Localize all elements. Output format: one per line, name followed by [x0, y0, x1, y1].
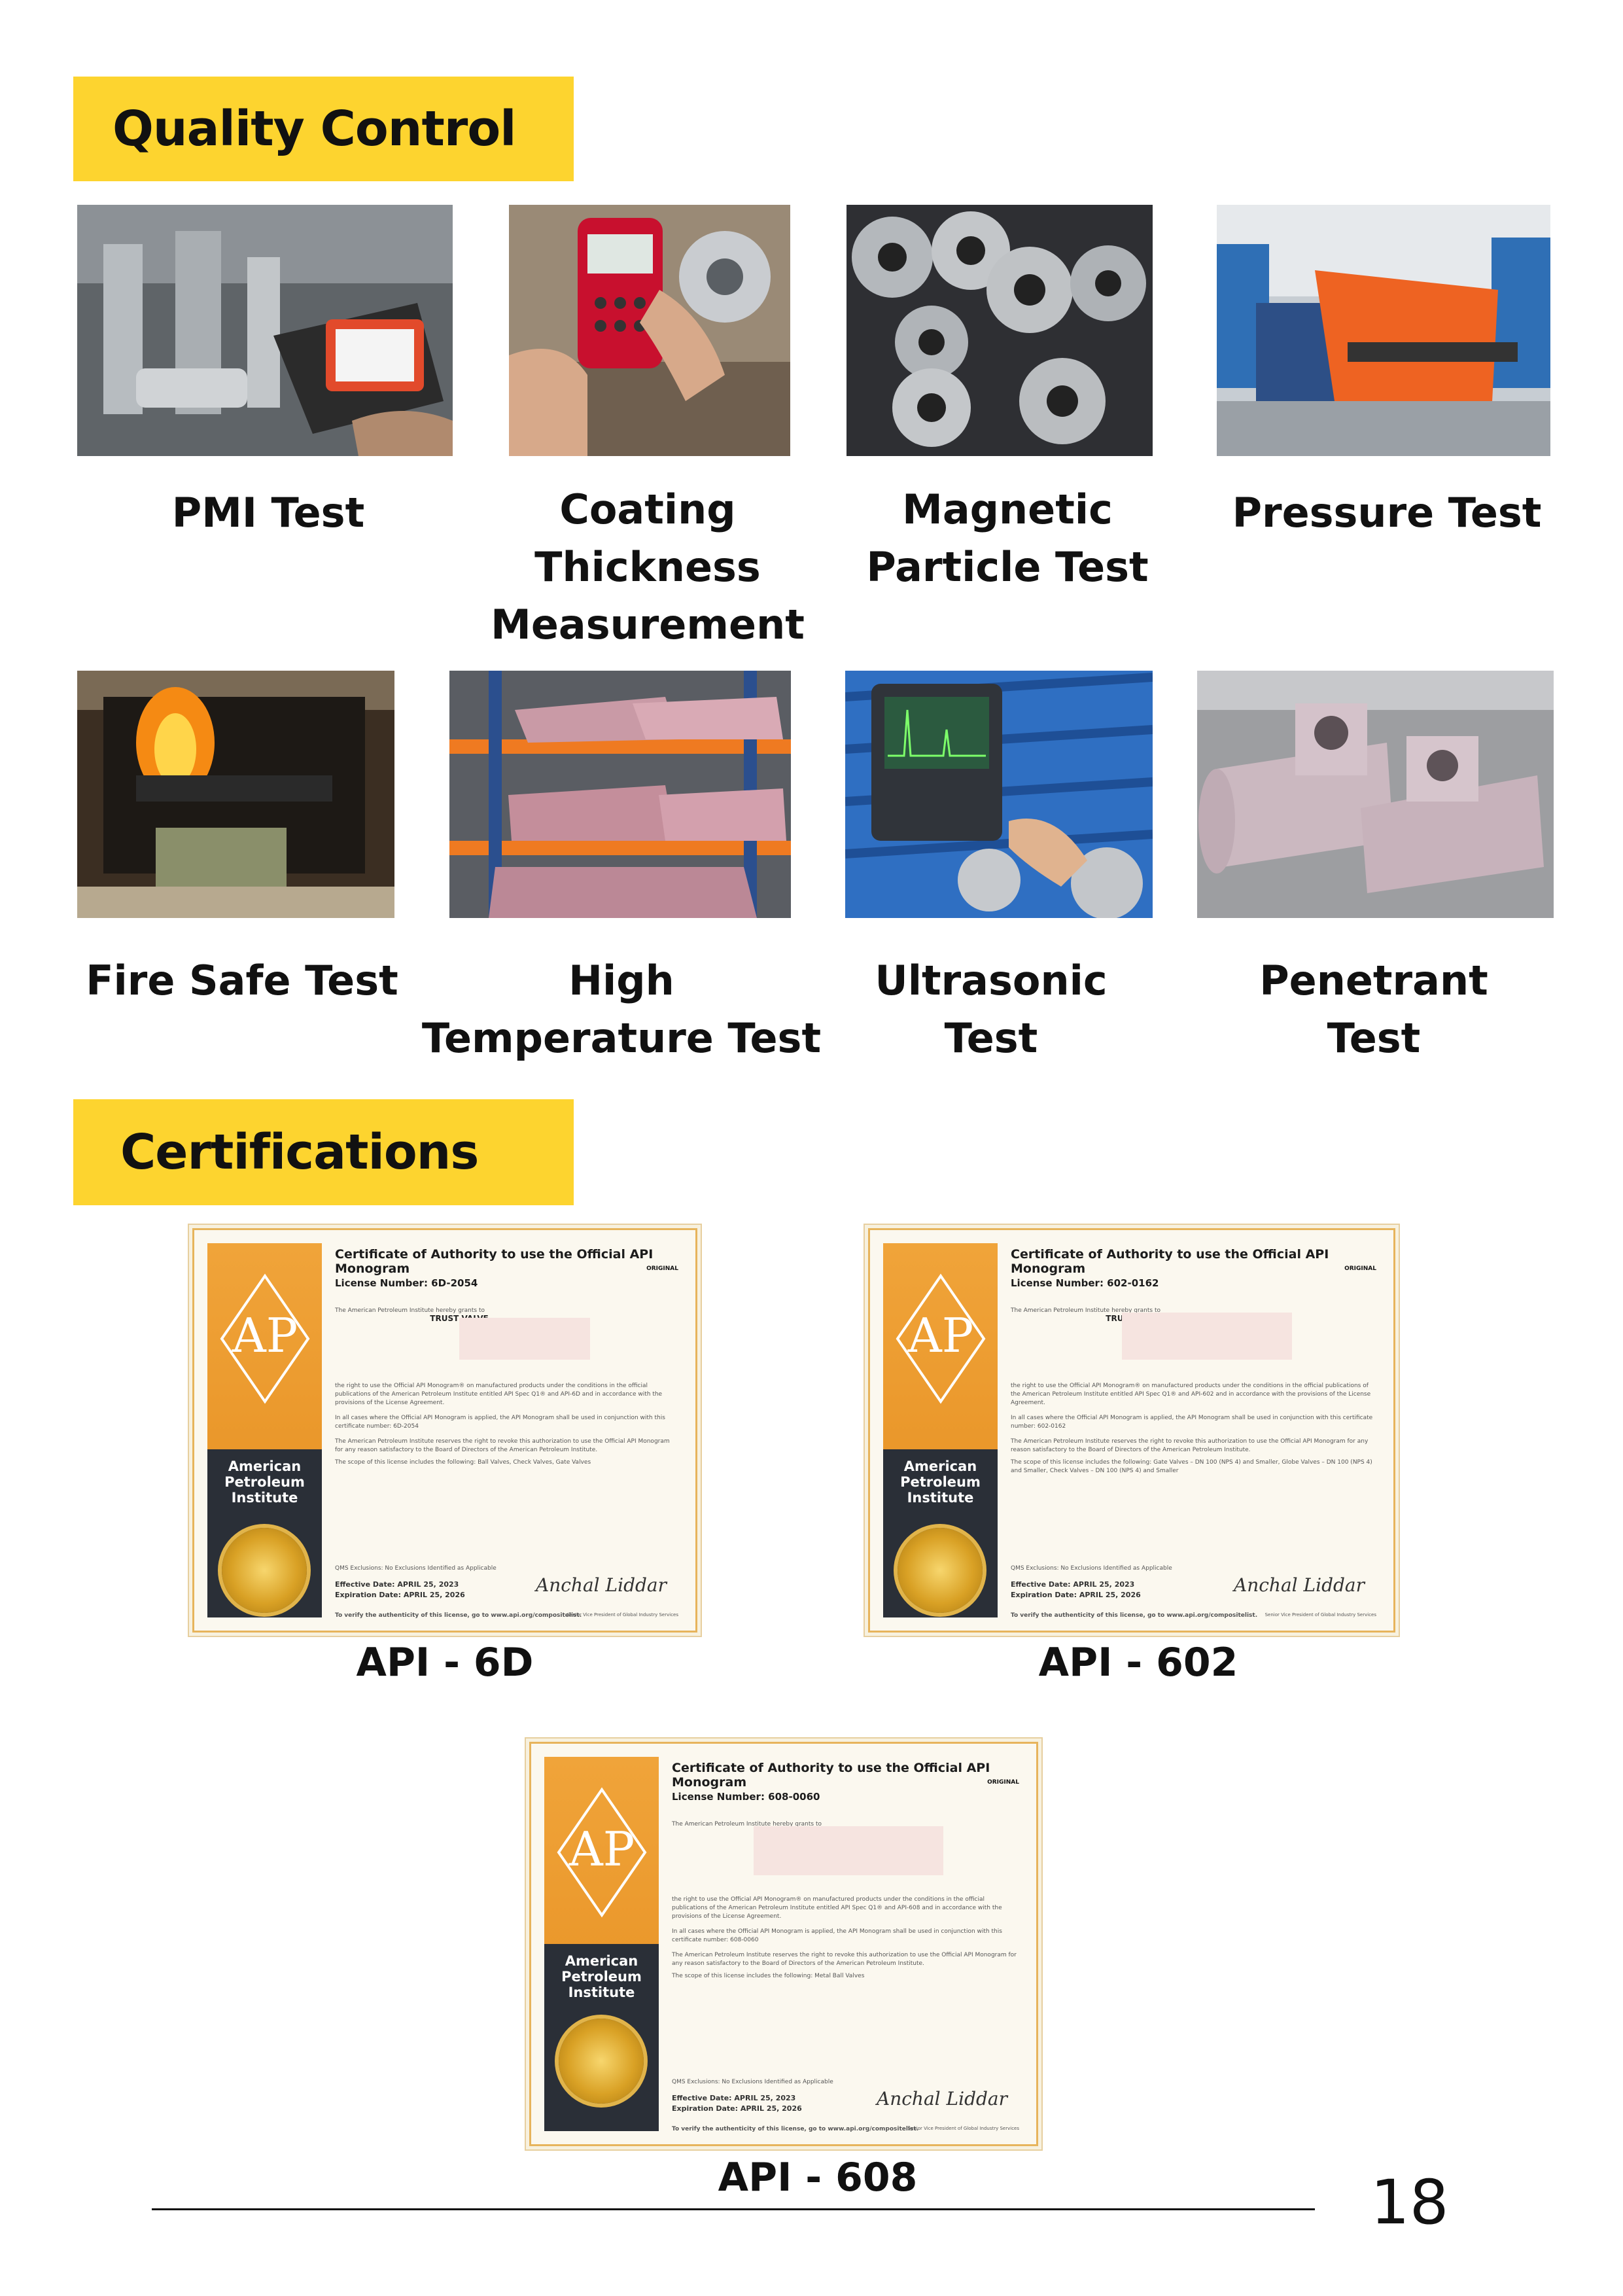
expiration-date: Expiration Date: APRIL 25, 2026	[335, 1590, 465, 1600]
certificate-label-api-6d: API - 6D	[314, 1640, 576, 1686]
caption-high-temperature: High Temperature Test	[419, 952, 824, 1067]
certificate-label-api-608: API - 608	[680, 2155, 955, 2200]
caption-pmi-test: PMI Test	[118, 484, 419, 542]
certificate-api-608: AP American Petroleum Institute Certific…	[531, 1744, 1036, 2144]
caption-coating-thickness: Coating Thickness Measurement	[484, 481, 811, 654]
api-side-band: AP American Petroleum Institute	[544, 1757, 659, 2131]
section-banner-certifications: Certifications	[73, 1099, 574, 1205]
body-text-2: In all cases where the Official API Mono…	[335, 1414, 678, 1431]
api-org-name: American Petroleum Institute	[883, 1458, 998, 1506]
certificate-content: Certificate of Authority to use the Offi…	[672, 1761, 1019, 2131]
pmi-test-photo	[77, 205, 453, 456]
fire-safe-photo	[77, 671, 394, 918]
footer-rule	[152, 2208, 1315, 2210]
license-label: License Number:	[1011, 1277, 1104, 1289]
body-text-1: the right to use the Official API Monogr…	[672, 1896, 1019, 1921]
signer-title: Senior Vice President of Global Industry…	[1265, 1612, 1376, 1617]
body-text-1: the right to use the Official API Monogr…	[335, 1382, 678, 1407]
gold-seal-icon	[559, 2019, 644, 2104]
license-number: 6D-2054	[431, 1277, 478, 1289]
caption-ultrasonic: Ultrasonic Test	[844, 952, 1138, 1067]
high-temperature-photo	[449, 671, 791, 918]
qms-text: QMS Exclusions: No Exclusions Identified…	[672, 2079, 833, 2085]
license-label: License Number:	[335, 1277, 428, 1289]
signature: Anchal Liddar	[1234, 1574, 1365, 1596]
section-title: Certifications	[120, 1124, 478, 1180]
certificate-content: Certificate of Authority to use the Offi…	[1011, 1247, 1376, 1617]
expiration-date: Expiration Date: APRIL 25, 2026	[672, 2104, 802, 2114]
signature: Anchal Liddar	[877, 2088, 1007, 2110]
api-org-name: American Petroleum Institute	[207, 1458, 322, 1506]
effective-date: Effective Date: APRIL 25, 2023	[672, 2093, 795, 2104]
body-text-3: The American Petroleum Institute reserve…	[672, 1951, 1019, 1968]
signer-title: Senior Vice President of Global Industry…	[567, 1612, 678, 1617]
verify-text: To verify the authenticity of this licen…	[335, 1612, 582, 1619]
api-side-band: AP American Petroleum Institute	[207, 1243, 322, 1617]
caption-fire-safe: Fire Safe Test	[79, 952, 406, 1010]
certificate-label-api-602: API - 602	[1001, 1640, 1276, 1686]
scope-text: The scope of this license includes the f…	[335, 1458, 678, 1467]
expiration-date: Expiration Date: APRIL 25, 2026	[1011, 1590, 1141, 1600]
effective-date: Effective Date: APRIL 25, 2023	[335, 1580, 459, 1590]
scope-text: The scope of this license includes the f…	[672, 1972, 1019, 1981]
section-title: Quality Control	[113, 101, 516, 157]
pressure-test-photo	[1217, 205, 1550, 456]
certificate-status: ORIGINAL	[1344, 1265, 1376, 1272]
svg-text:AP: AP	[232, 1308, 298, 1363]
magnetic-particle-photo	[846, 205, 1153, 456]
penetrant-test-photo	[1197, 671, 1554, 918]
api-logo-icon: AP	[556, 1787, 648, 1918]
redacted-block	[1122, 1313, 1292, 1360]
redacted-block	[754, 1826, 943, 1875]
license-line: License Number: 602-0162	[1011, 1277, 1376, 1289]
api-logo-icon: AP	[219, 1273, 311, 1404]
qms-text: QMS Exclusions: No Exclusions Identified…	[1011, 1565, 1172, 1572]
ultrasonic-photo	[845, 671, 1153, 918]
certificate-content: Certificate of Authority to use the Offi…	[335, 1247, 678, 1617]
signature: Anchal Liddar	[536, 1574, 667, 1596]
effective-date: Effective Date: APRIL 25, 2023	[1011, 1580, 1134, 1590]
certificate-status: ORIGINAL	[987, 1779, 1019, 1786]
svg-text:AP: AP	[568, 1822, 635, 1877]
scope-text: The scope of this license includes the f…	[1011, 1458, 1376, 1475]
caption-pressure-test: Pressure Test	[1217, 484, 1557, 542]
license-line: License Number: 608-0060	[672, 1791, 1019, 1803]
body-text-2: In all cases where the Official API Mono…	[672, 1928, 1019, 1945]
verify-text: To verify the authenticity of this licen…	[672, 2126, 918, 2132]
license-number: 608-0060	[768, 1791, 820, 1803]
gold-seal-icon	[898, 1528, 983, 1613]
certificate-title: Certificate of Authority to use the Offi…	[335, 1247, 678, 1276]
api-logo-icon: AP	[895, 1273, 986, 1404]
qms-text: QMS Exclusions: No Exclusions Identified…	[335, 1565, 497, 1572]
license-label: License Number:	[672, 1791, 765, 1803]
gold-seal-icon	[222, 1528, 307, 1613]
certificate-title: Certificate of Authority to use the Offi…	[1011, 1247, 1376, 1276]
body-text-3: The American Petroleum Institute reserve…	[335, 1438, 678, 1455]
api-side-band: AP American Petroleum Institute	[883, 1243, 998, 1617]
certificate-title: Certificate of Authority to use the Offi…	[672, 1761, 1019, 1790]
signer-title: Senior Vice President of Global Industry…	[908, 2126, 1019, 2131]
section-banner-quality-control: Quality Control	[73, 77, 574, 181]
verify-text: To verify the authenticity of this licen…	[1011, 1612, 1257, 1619]
certificate-api-602: AP American Petroleum Institute Certific…	[870, 1230, 1393, 1631]
caption-magnetic-particle: Magnetic Particle Test	[844, 481, 1171, 596]
caption-penetrant: Penetrant Test	[1217, 952, 1531, 1067]
license-line: License Number: 6D-2054	[335, 1277, 678, 1289]
body-text-2: In all cases where the Official API Mono…	[1011, 1414, 1376, 1431]
certificate-api-6d: AP American Petroleum Institute Certific…	[194, 1230, 695, 1631]
body-text-1: the right to use the Official API Monogr…	[1011, 1382, 1376, 1407]
license-number: 602-0162	[1107, 1277, 1159, 1289]
certificate-status: ORIGINAL	[646, 1265, 678, 1272]
api-org-name: American Petroleum Institute	[544, 1953, 659, 2000]
coating-thickness-photo	[509, 205, 790, 456]
body-text-3: The American Petroleum Institute reserve…	[1011, 1438, 1376, 1455]
svg-text:AP: AP	[907, 1308, 973, 1363]
page-number: 18	[1370, 2167, 1449, 2238]
grant-text: The American Petroleum Institute hereby …	[335, 1307, 678, 1314]
redacted-block	[459, 1318, 590, 1360]
